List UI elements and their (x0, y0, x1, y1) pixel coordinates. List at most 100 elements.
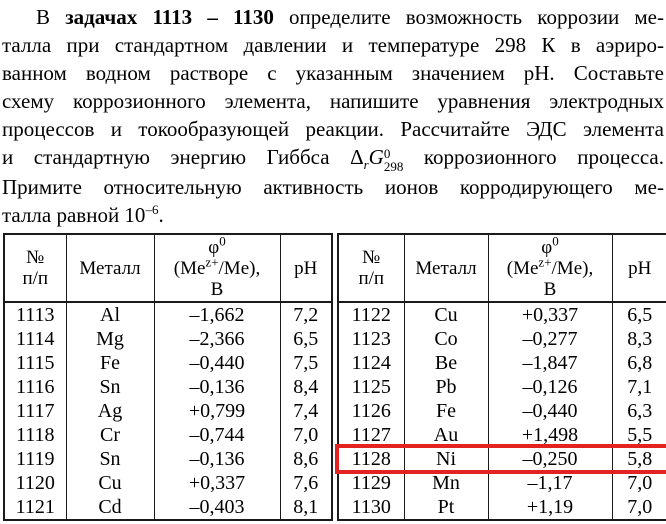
tables-container: № п/п Металл φ0 (Mez+/Me), В pH 1113 Al –1,… (2, 233, 666, 521)
phi-line: φ0 (155, 234, 280, 258)
table-cell: Pt (403, 495, 488, 520)
col-header-num: № п/п (338, 234, 404, 302)
col-header-ph: pH (611, 234, 666, 302)
paragraph-line: талла при стандартном давлении и темпера… (2, 33, 664, 57)
table-row: 1120 Cu +0,337 7,6 (4, 471, 332, 495)
paragraph-line: талла равной 10–6. (2, 201, 664, 229)
col-header-metal: Металл (403, 234, 488, 302)
table-cell: Fe (403, 399, 488, 423)
table-cell: 7,0 (611, 495, 666, 520)
unit-line: В (543, 278, 557, 300)
num-header-line1: № (362, 247, 381, 268)
table-cell: 1114 (15, 328, 55, 350)
num-header-line2: п/п (358, 268, 385, 289)
table-cell: Co (403, 327, 488, 351)
formula-sub-298: 298 (383, 159, 404, 174)
table-cell: Fe (65, 351, 154, 375)
table-cell: 7,4 (279, 399, 332, 423)
table-cell: 8,1 (279, 495, 332, 520)
table-cell: 7,0 (279, 423, 332, 447)
table-cell: –0,440 (153, 351, 280, 375)
line1-rest: определите возможность коррозии ме- (289, 5, 664, 29)
table-row: 1122 Cu +0,337 6,5 (338, 302, 666, 327)
table-row: 1125 Pb –0,126 7,1 (338, 375, 666, 399)
me-pre: (Me (173, 257, 206, 279)
table-cell: 5,8 (611, 447, 666, 471)
table-cell: 6,3 (611, 399, 666, 423)
formula-G: G (368, 145, 384, 169)
paragraph-line: схему коррозионного элемента, напишите у… (2, 89, 664, 113)
table-row: 1129 Mn –1,17 7,0 (338, 471, 666, 495)
table-row: 1121 Cd –0,403 8,1 (4, 495, 332, 520)
me-post: /Me), (218, 257, 261, 279)
table-cell: –1,662 (153, 302, 280, 327)
table-cell: –0,440 (487, 399, 612, 423)
table-row: 1119 Sn –0,136 8,6 (4, 447, 332, 471)
me-pre: (Me (506, 257, 539, 279)
table-row: 1113 Al –1,662 7,2 (4, 302, 332, 327)
col-header-potential: φ0 (Mez+/Me), В (153, 234, 280, 302)
table-cell: 1127 (351, 424, 391, 446)
table-cell: +0,799 (153, 399, 280, 423)
line8-prefix: талла равной 10 (2, 203, 146, 227)
formula-sup-0: 0 (383, 146, 391, 161)
table-cell: +0,337 (153, 471, 280, 495)
phi-line: φ0 (489, 234, 612, 257)
formula-delta: Δ (350, 145, 364, 169)
bold-problem-range: задачах 1113 – 1130 (65, 5, 274, 29)
table-cell: 1120 (15, 472, 55, 494)
table-cell: Cr (65, 423, 154, 447)
table-cell: 8,6 (279, 447, 332, 471)
paragraph-line: В задачах 1113 – 1130 определите возможн… (2, 3, 664, 31)
me-charge-sup: z+ (205, 254, 219, 270)
paragraph-line: и стандартную энергию Гиббса ΔrG 0 298 кор… (2, 143, 664, 173)
table-cell: –0,136 (153, 447, 280, 471)
table-cell: Cu (403, 302, 488, 327)
table-row: 1124 Be –1,847 6,8 (338, 351, 666, 375)
table-cell: Cd (65, 495, 154, 520)
col-header-metal: Металл (65, 234, 154, 302)
table-cell: 1129 (351, 472, 391, 494)
phi-symbol: φ (208, 236, 220, 258)
table-cell: 1122 (351, 304, 391, 326)
table-cell: 1121 (15, 496, 55, 518)
problem-statement: В задачах 1113 – 1130 определите возможн… (2, 3, 664, 229)
table-cell: 5,5 (611, 423, 666, 447)
table-row: 1114 Mg –2,366 6,5 (4, 327, 332, 351)
phi-sup: 0 (219, 234, 226, 249)
table-cell: –0,277 (487, 327, 612, 351)
table-row: 1116 Sn –0,136 8,4 (4, 375, 332, 399)
table-row: 1117 Ag +0,799 7,4 (4, 399, 332, 423)
corrosion-table-right: № п/п Металл φ0 (Mez+/Me), В pH 1122 Cu +0,… (335, 233, 666, 521)
table-body-right: 1122 Cu +0,337 6,5 1123 Co –0,277 8,3 1124 Be –1,8… (335, 302, 666, 520)
table-cell: –0,403 (153, 495, 280, 520)
table-cell: 1117 (15, 400, 55, 422)
table-row: 1115 Fe –0,440 7,5 (4, 351, 332, 375)
unit-line: В (210, 278, 224, 300)
num-header-line2: п/п (22, 268, 49, 289)
table-cell: +1,498 (487, 423, 612, 447)
table-cell: 6,8 (611, 351, 666, 375)
table-cell: 8,3 (611, 327, 666, 351)
me-line: (Mez+/Me), (155, 255, 280, 279)
formula-supsub: 0 298 (384, 147, 404, 173)
table-cell: Be (403, 351, 488, 375)
phi-sup: 0 (552, 234, 559, 249)
table-cell: Sn (65, 375, 154, 399)
table-cell: –2,366 (153, 327, 280, 351)
table-cell: +0,337 (487, 302, 612, 327)
table-cell: 1128 (351, 448, 391, 470)
table-cell: 1130 (351, 496, 391, 518)
header-row: № п/п Металл φ0 (Mez+/Me), В pH (4, 234, 332, 302)
table-cell: 1124 (351, 352, 391, 374)
header-row: № п/п Металл φ0 (Mez+/Me), В pH (338, 234, 666, 302)
corrosion-table-left: № п/п Металл φ0 (Mez+/Me), В pH 1113 Al –1,… (3, 233, 333, 521)
table-cell: Cu (65, 471, 154, 495)
table-cell: Sn (65, 447, 154, 471)
col-header-ph: pH (279, 234, 332, 302)
table-body-left: 1113 Al –1,662 7,2 1114 Mg –2,366 6,5 1115 Fe –0,4… (4, 302, 332, 520)
line1-prefix: В (36, 5, 51, 29)
line6-prefix: и стандартную энергию Гиббса (2, 145, 330, 169)
table-cell: Au (403, 423, 488, 447)
table-cell: 1116 (15, 376, 55, 398)
